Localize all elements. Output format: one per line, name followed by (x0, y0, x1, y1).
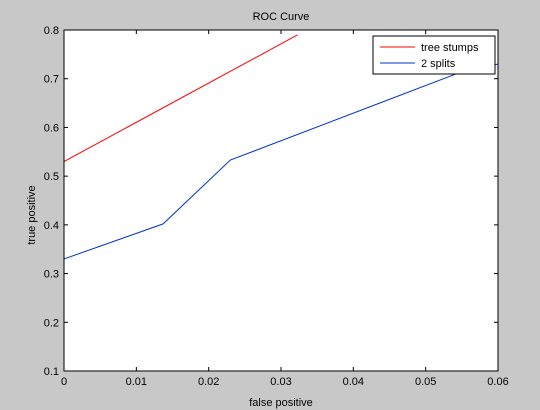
legend-label-2-splits: 2 splits (421, 58, 456, 70)
x-tick-label: 0.04 (343, 376, 364, 388)
x-tick-label: 0.05 (415, 376, 436, 388)
chart-title: ROC Curve (253, 11, 310, 23)
y-tick-label: 0.1 (44, 366, 59, 378)
axes-background (64, 30, 498, 371)
x-axis-label: false positive (249, 397, 313, 409)
legend-label-tree-stumps: tree stumps (421, 42, 479, 54)
y-tick-label: 0.8 (44, 25, 59, 37)
x-tick-label: 0 (61, 376, 67, 388)
x-tick-label: 0.01 (126, 376, 147, 388)
x-tick-label: 0.06 (487, 376, 508, 388)
x-tick-label: 0.03 (270, 376, 291, 388)
x-axis-ticks: 0 0.01 0.02 0.03 0.04 0.05 0.06 (61, 30, 509, 388)
y-tick-label: 0.7 (44, 74, 59, 86)
y-tick-label: 0.4 (44, 220, 59, 232)
x-tick-label: 0.02 (198, 376, 219, 388)
y-axis-ticks: 0.1 0.2 0.3 0.4 0.5 0.6 0.7 0.8 (44, 25, 498, 378)
legend: tree stumps 2 splits (372, 35, 496, 75)
y-axis-label: true positive (26, 185, 38, 244)
y-tick-label: 0.5 (44, 171, 59, 183)
y-tick-label: 0.3 (44, 269, 59, 281)
legend-box (372, 35, 496, 75)
y-tick-label: 0.2 (44, 317, 59, 329)
y-tick-label: 0.6 (44, 122, 59, 134)
plot-area: 0 0.01 0.02 0.03 0.04 0.05 0.06 0.10.20.30.40.… (44, 25, 509, 388)
